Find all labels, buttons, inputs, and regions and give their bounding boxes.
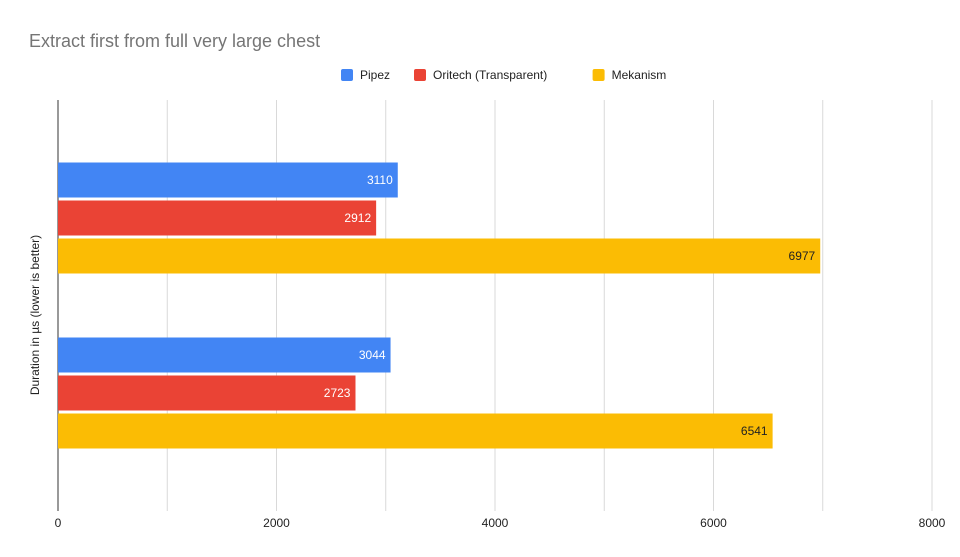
legend-label: Mekanism — [612, 68, 667, 82]
x-tick-label: 0 — [55, 516, 62, 530]
x-axis-ticks: 0 2000 4000 6000 8000 — [55, 516, 946, 530]
data-label: 3110 — [367, 173, 393, 187]
legend: Pipez Oritech (Transparent) Mekanism — [341, 68, 666, 82]
data-label: 2723 — [324, 386, 351, 400]
x-tick-label: 2000 — [263, 516, 290, 530]
bar-pipez — [58, 162, 398, 198]
legend-label: Oritech (Transparent) — [433, 68, 547, 82]
bar-mekanism — [58, 413, 773, 449]
chart-title: Extract first from full very large chest — [29, 31, 320, 51]
data-label: 6977 — [789, 249, 816, 263]
legend-swatch — [414, 69, 426, 81]
data-label: 2912 — [344, 211, 371, 225]
bar-oritech-transparent — [58, 200, 377, 236]
bar-mekanism — [58, 238, 821, 274]
bar-oritech-transparent — [58, 375, 356, 411]
x-tick-label: 8000 — [919, 516, 946, 530]
x-tick-label: 6000 — [700, 516, 727, 530]
y-axis-label: Duration in µs (lower is better) — [28, 235, 42, 395]
data-label: 3044 — [359, 348, 386, 362]
legend-swatch — [341, 69, 353, 81]
legend-label: Pipez — [360, 68, 390, 82]
data-label: 6541 — [741, 424, 768, 438]
bar-pipez — [58, 337, 391, 373]
gridlines — [57, 100, 933, 511]
legend-swatch — [592, 69, 605, 81]
bars: 3110 2912 6977 3044 2723 6541 — [58, 162, 821, 449]
x-tick-label: 4000 — [482, 516, 509, 530]
